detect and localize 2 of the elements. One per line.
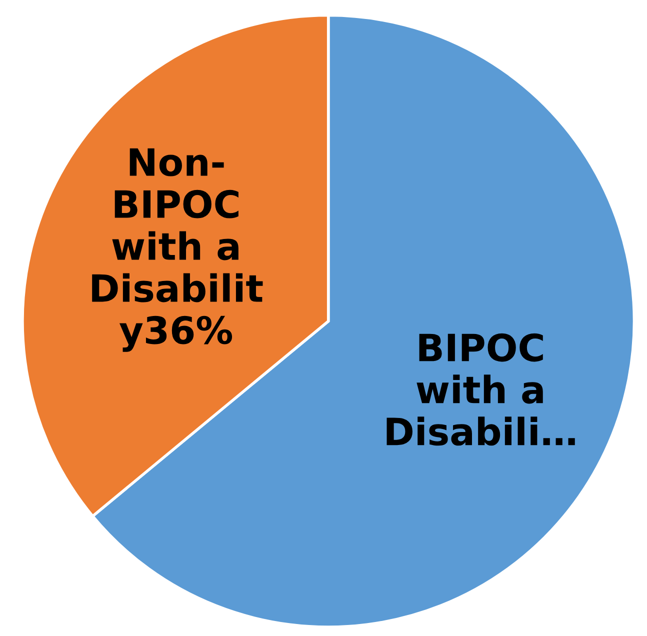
slice-label: Non-BIPOC with a Disability36% xyxy=(92,148,263,352)
slice-label: BIPOC with a Disabili… xyxy=(386,333,575,446)
